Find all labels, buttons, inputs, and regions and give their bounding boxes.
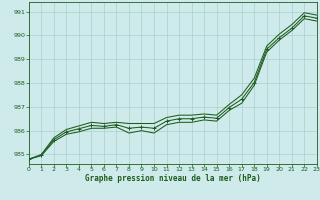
X-axis label: Graphe pression niveau de la mer (hPa): Graphe pression niveau de la mer (hPa): [85, 174, 261, 183]
